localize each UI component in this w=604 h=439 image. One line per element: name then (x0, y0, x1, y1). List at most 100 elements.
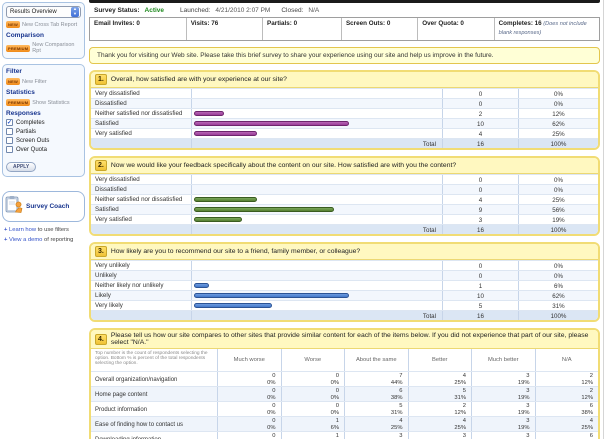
matrix-cell: 4 25% (534, 417, 599, 431)
answer-count: 4 (442, 129, 518, 138)
question-number-badge: 2. (95, 160, 107, 171)
question-panel-4: 4. Please tell us how our site compares t… (89, 328, 600, 439)
checkbox-partials-box[interactable] (6, 128, 13, 135)
matrix-cell: 2 12% (407, 402, 472, 416)
report-type-select[interactable]: Results Overview ▲ ▼ (6, 6, 81, 18)
link-bullet-icon: + (4, 227, 9, 233)
apply-button[interactable]: APPLY (6, 162, 37, 172)
new-filter-link[interactable]: New Filter (21, 78, 47, 85)
result-bar (194, 207, 334, 212)
answer-bar-cell (191, 119, 442, 128)
checkbox-screen-outs-box[interactable] (6, 137, 13, 144)
stat-value: 0 (293, 20, 298, 27)
coach-link-text[interactable]: Learn how (9, 227, 37, 233)
answer-row-dissatisfied: Dissatisfied 0 0% (91, 184, 598, 194)
survey-status-value: Active (144, 6, 165, 14)
total-row: Total 16 100% (91, 224, 598, 234)
total-row: Total 16 100% (91, 138, 598, 148)
question-panel-2: 2. Now we would like your feedback specif… (89, 156, 600, 236)
checkbox-partials[interactable]: Partials (6, 128, 81, 135)
filter-box: Filter NEW New Filter Statistics PREMIUM… (2, 64, 85, 177)
answer-count: 0 (442, 185, 518, 194)
answer-label: Very dissatisfied (95, 90, 140, 97)
coach-link-view-a-demo[interactable]: + View a demo of reporting (4, 237, 85, 244)
answer-count: 2 (442, 109, 518, 118)
result-bar (194, 197, 257, 202)
answer-bar-cell (191, 291, 442, 300)
result-bar (194, 283, 209, 288)
responses-heading: Responses (6, 110, 41, 117)
answer-label: Unlikely (95, 272, 117, 279)
answer-bar-cell (191, 301, 442, 310)
sidebar: Results Overview ▲ ▼ NEW New Cross Tab Re… (0, 0, 87, 439)
checkbox-screen-outs[interactable]: Screen Outs (6, 137, 81, 144)
matrix-cell: 00% (217, 432, 281, 439)
stat-over-quota: Over Quota: 0 (418, 18, 495, 40)
stat-label: Partials: (267, 20, 294, 27)
matrix-row-label: Product information (95, 407, 148, 413)
question-header: 4. Please tell us how our site compares t… (91, 330, 598, 349)
answer-count: 0 (442, 271, 518, 280)
question-results-list: 1. Overall, how satisfied are with your e… (89, 70, 600, 439)
matrix-column-much-better: Much better (471, 349, 535, 371)
matrix-cell: 4 25% (407, 417, 472, 431)
report-nav-box: Results Overview ▲ ▼ NEW New Cross Tab Re… (2, 2, 85, 59)
answer-label: Very satisfied (95, 216, 132, 223)
checkbox-completes[interactable]: ✓ Completes (6, 119, 81, 126)
checkbox-over-quota-box[interactable] (6, 146, 13, 153)
coach-link-learn-how[interactable]: + Learn how to use filters (4, 227, 85, 234)
matrix-cell: 2 12% (534, 387, 599, 401)
premium-badge: PREMIUM (6, 44, 31, 52)
answer-percent: 0% (518, 261, 598, 270)
answer-label: Dissatisfied (95, 186, 127, 193)
matrix-header-row: Top number is the count of respondents s… (91, 349, 598, 371)
new-comparison-link[interactable]: New Comparison Rpt (32, 42, 75, 54)
answer-bar-cell (191, 129, 442, 138)
total-percent: 100% (518, 139, 598, 148)
filter-heading: Filter (6, 68, 22, 75)
matrix-cell: 4 25% (344, 417, 408, 431)
checkbox-completes-box[interactable]: ✓ (6, 119, 13, 126)
answer-count: 0 (442, 175, 518, 184)
result-bar (194, 111, 224, 116)
show-statistics-link[interactable]: Show Statistics (32, 99, 70, 106)
question-text: How likely are you to recommend our site… (110, 248, 361, 255)
checkbox-over-quota[interactable]: Over Quota (6, 146, 81, 153)
answer-percent: 25% (518, 195, 598, 204)
matrix-row-downloading-information: Downloading information00%16%319%319%319… (91, 431, 598, 439)
survey-coach-box[interactable]: Survey Coach (2, 191, 85, 222)
closed-label: Closed: (281, 6, 304, 14)
result-bar (194, 303, 272, 308)
total-count: 16 (442, 225, 518, 234)
matrix-cell: 4 25% (407, 372, 472, 386)
answer-count: 0 (442, 99, 518, 108)
answer-percent: 0% (518, 99, 598, 108)
coach-link-text[interactable]: View a demo (9, 237, 43, 243)
matrix-cell: 5 31% (407, 387, 472, 401)
answer-count: 5 (442, 301, 518, 310)
answer-row-neither-satisfied-nor-dissatisfied: Neither satisfied nor dissatisfied 2 12% (91, 108, 598, 118)
report-type-value: Results Overview (10, 9, 57, 15)
matrix-row-label: Ease of finding how to contact us (95, 422, 184, 428)
new-cross-tab-link[interactable]: New Cross Tab Report (21, 21, 78, 28)
top-toolbar-edge (89, 0, 600, 3)
answer-count: 3 (442, 215, 518, 224)
answer-label: Neither satisfied nor dissatisfied (95, 196, 183, 203)
answer-bar-cell (191, 89, 442, 98)
stat-value: 76 (211, 20, 219, 27)
stat-visits: Visits: 76 (187, 18, 264, 40)
answer-bar-cell (191, 281, 442, 290)
stat-partials: Partials: 0 (263, 18, 342, 40)
answer-label: Very satisfied (95, 130, 132, 137)
answer-label: Satisfied (95, 120, 119, 127)
answer-row-neither-satisfied-nor-dissatisfied: Neither satisfied nor dissatisfied 4 25% (91, 194, 598, 204)
